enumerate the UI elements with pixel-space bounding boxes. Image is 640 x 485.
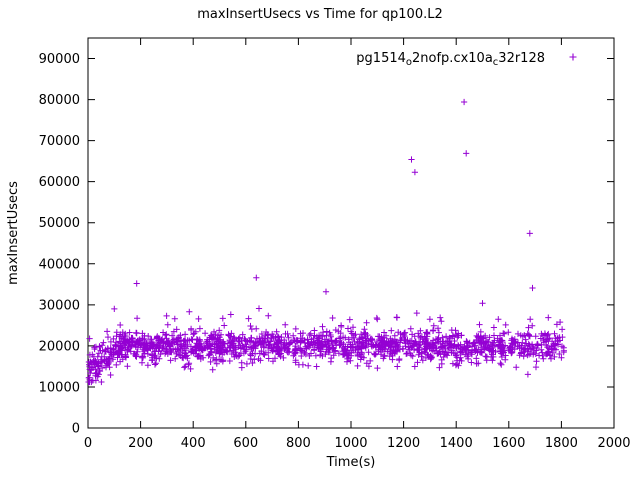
svg-text:90000: 90000 [39,52,80,67]
svg-text:1200: 1200 [387,436,420,451]
chart-title: maxInsertUsecs vs Time for qp100.L2 [197,7,442,22]
x-axis-label: Time(s) [326,455,376,470]
svg-text:40000: 40000 [39,257,80,272]
svg-text:1800: 1800 [545,436,578,451]
data-points-cloud [85,311,567,386]
svg-text:80000: 80000 [39,93,80,108]
svg-text:200: 200 [128,436,153,451]
svg-text:10000: 10000 [39,380,80,395]
data-points-outliers [92,98,564,384]
legend-label: pg1514o2nofp.cx10ac32r128 [356,51,545,68]
svg-text:60000: 60000 [39,175,80,190]
axis-tick-labels: 0 200 400 600 800 1000 1200 1400 1600 1800 2000010… [39,52,631,451]
svg-text:0: 0 [72,422,80,437]
svg-text:1400: 1400 [440,436,473,451]
svg-text:70000: 70000 [39,134,80,149]
svg-text:400: 400 [181,436,206,451]
svg-text:30000: 30000 [39,298,80,313]
svg-text:1600: 1600 [492,436,525,451]
svg-text:1000: 1000 [334,436,367,451]
svg-text:600: 600 [233,436,258,451]
plot-border [87,37,615,429]
legend-marker-icon [569,53,577,61]
y-axis-label: maxInsertUsecs [6,181,21,285]
svg-text:50000: 50000 [39,216,80,231]
svg-text:0: 0 [84,436,92,451]
svg-text:20000: 20000 [39,339,80,354]
svg-text:2000: 2000 [597,436,630,451]
svg-text:800: 800 [286,436,311,451]
